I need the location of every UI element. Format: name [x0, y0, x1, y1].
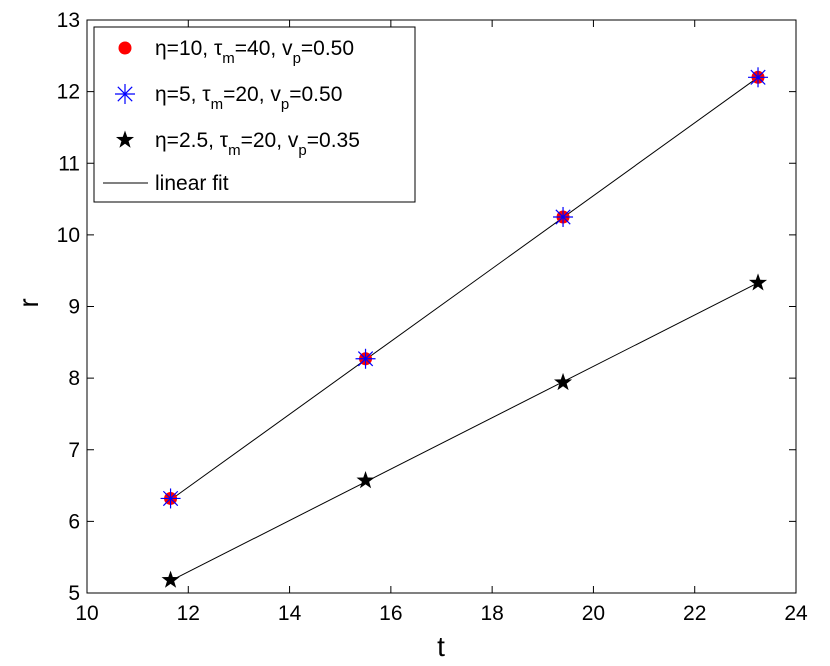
series-2-point [553, 206, 574, 227]
legend-entry-3: η=2.5, τm=20, vp=0.35 [155, 129, 360, 159]
legend: η=10, τm=40, vp=0.50 η=5, τm=20, vp=0.50 η… [93, 26, 416, 203]
series-2-point [748, 67, 769, 88]
series-3-point [554, 372, 573, 391]
y-tick-label: 8 [68, 367, 80, 390]
y-tick-label: 13 [57, 9, 80, 32]
legend-entry-fit: linear fit [155, 172, 229, 195]
series-3-point [161, 570, 180, 588]
legend-entry-2: η=5, τm=20, vp=0.50 [155, 83, 342, 113]
legend-marker-3 [115, 130, 135, 148]
series-3-point [356, 471, 375, 489]
x-tick-label: 18 [480, 602, 503, 625]
plot-area [160, 67, 769, 588]
y-tick-label: 10 [57, 224, 80, 247]
x-tick-label: 24 [784, 602, 808, 625]
x-tick-label: 10 [75, 602, 98, 625]
y-tick-label: 9 [68, 296, 80, 319]
x-tick-label: 22 [683, 602, 706, 625]
y-tick-label: 12 [57, 81, 80, 104]
x-tick-label: 20 [582, 602, 605, 625]
y-tick-label: 6 [68, 510, 80, 533]
y-tick-label: 5 [68, 582, 80, 605]
y-tick-label: 11 [58, 152, 80, 175]
y-axis-label: r [13, 298, 44, 307]
series-3-point [748, 273, 768, 291]
legend-box [93, 26, 416, 203]
legend-marker-2 [115, 84, 135, 104]
linear-fit-line-1 [170, 76, 759, 501]
series-2-point [355, 348, 376, 369]
legend-marker-1 [118, 41, 132, 55]
x-tick-label: 14 [278, 602, 302, 625]
x-tick-label: 12 [177, 602, 200, 625]
x-axis-label: t [437, 631, 445, 662]
linear-fit-line-2 [170, 282, 759, 582]
x-tick-label: 16 [379, 602, 402, 625]
legend-entry-1: η=10, τm=40, vp=0.50 [155, 37, 354, 67]
series-2-point [160, 488, 181, 509]
axes: 10 12 14 16 18 20 22 24 5 6 7 8 9 10 11 12 13 [57, 9, 808, 625]
y-tick-label: 7 [68, 439, 80, 462]
